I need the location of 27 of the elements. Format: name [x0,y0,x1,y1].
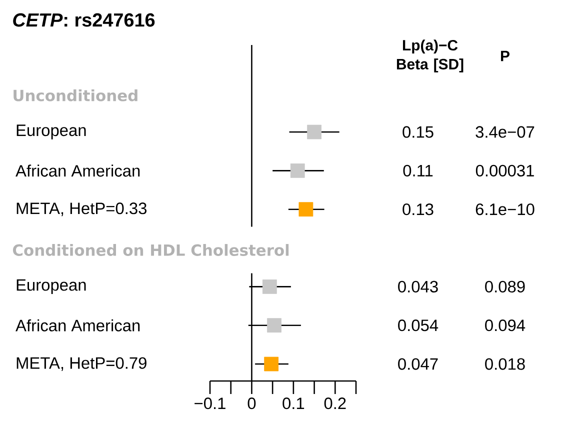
text: 6.1e−10 [476,204,534,216]
data-label: 0.11 [403,164,433,176]
data-label: 0.043 [398,280,438,292]
data-label: 0.13 [402,204,434,216]
y-tick-label: African American [16,319,140,332]
text: 3.4e−07 [476,126,534,138]
annotation: Conditioned on HDL Cholesterol [12,244,289,256]
y-tick-label: African American [16,164,140,177]
text: 0.00031 [476,164,534,176]
data-label: 0.047 [398,358,438,370]
text: Unconditioned [14,89,138,102]
y-tick-label: European [16,124,86,140]
x-tick-label: −0.1 [194,398,226,410]
y-tick-label: European [16,279,86,294]
text: 0.094 [485,320,526,332]
x-tick-label: 0.2 [324,398,346,410]
text: 0.089 [485,280,525,292]
data-label: 0.054 [398,320,438,332]
text: Lp(a)−C Beta [SD] [396,40,464,72]
text: 0.018 [485,358,525,370]
x-tick-label: 0 [248,398,256,410]
text: P [501,50,510,62]
y-tick-label: META, HetP=0.33 [16,202,147,216]
chart-title: CETP: rs247616 [13,13,155,27]
x-tick-label: 0.1 [282,398,304,410]
data-label: 0.15 [402,126,434,138]
y-tick-label: META, HetP=0.79 [16,357,146,371]
